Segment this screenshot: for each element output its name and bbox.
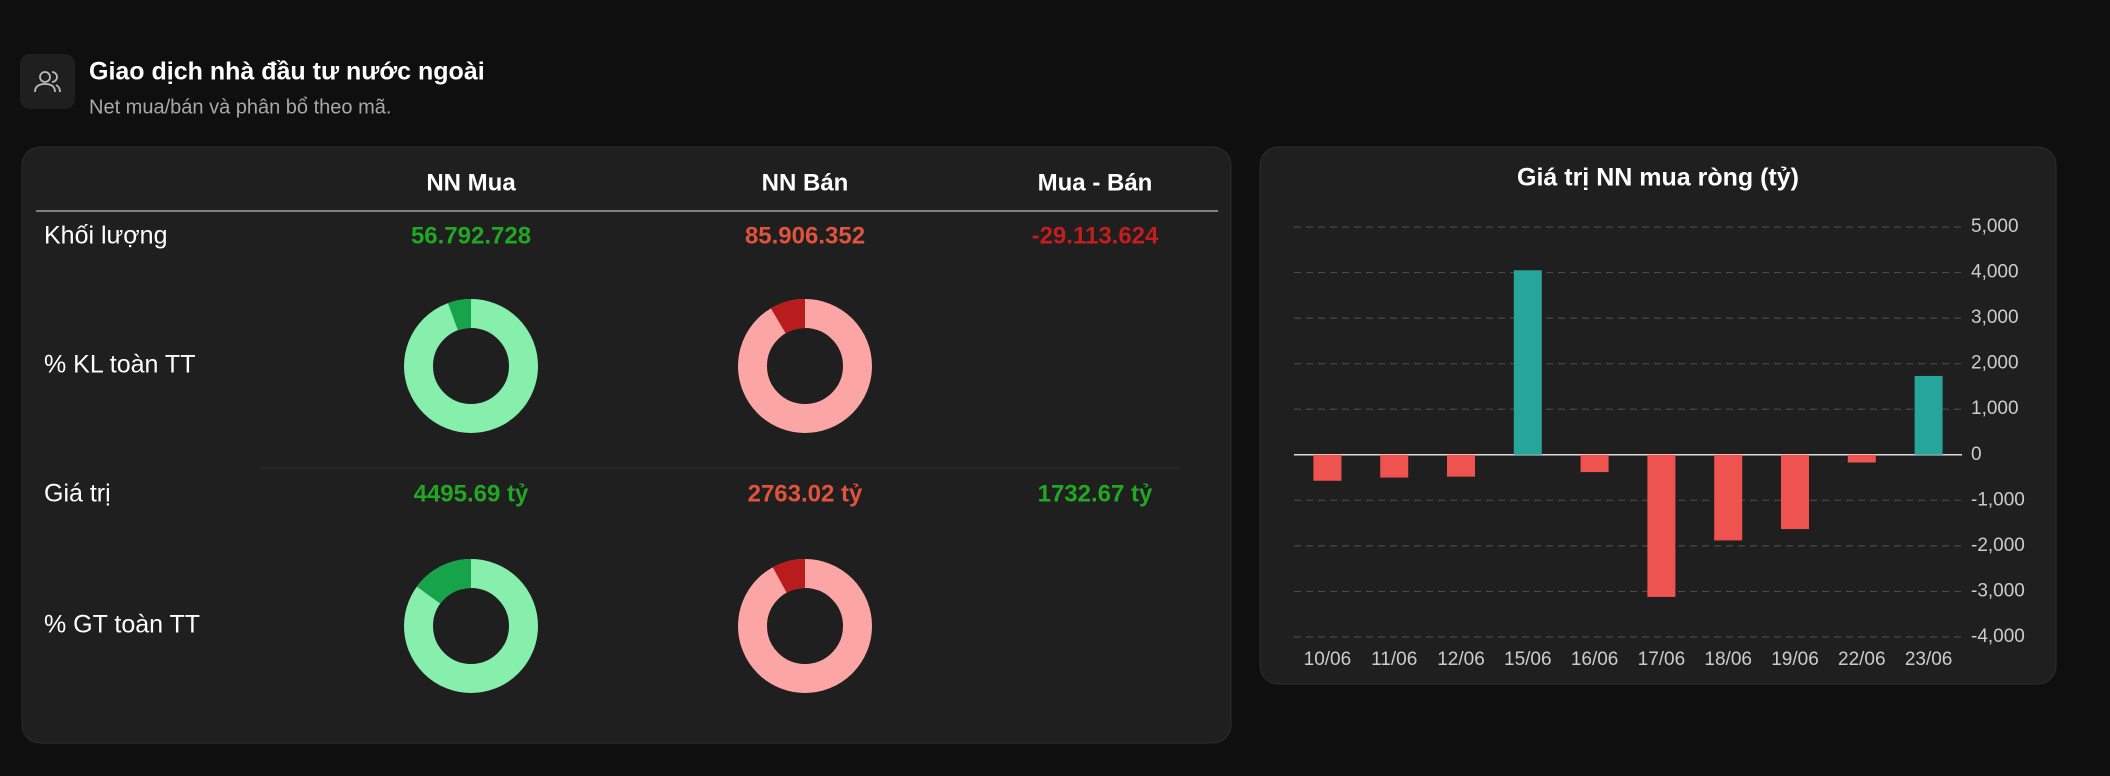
y-tick-label: 0	[1971, 444, 1982, 465]
x-tick-label: 15/06	[1504, 649, 1552, 670]
cell-value: 85.906.352	[745, 222, 865, 249]
y-tick-label: 2,000	[1971, 353, 2019, 374]
table-card	[21, 146, 1232, 744]
cell-value: 56.792.728	[411, 222, 531, 249]
header-subtitle: Net mua/bán và phân bổ theo mã.	[89, 96, 391, 118]
row-label: % KL toàn TT	[44, 351, 195, 379]
y-tick-label: -4,000	[1971, 626, 2025, 647]
y-tick-label: 5,000	[1971, 216, 2019, 237]
x-tick-label: 11/06	[1371, 649, 1417, 670]
donut-slice	[447, 299, 472, 331]
bar	[1580, 454, 1609, 473]
y-tick-label: 4,000	[1971, 262, 2019, 283]
cell-value: -29.113.624	[1032, 222, 1159, 249]
x-tick-label: 17/06	[1638, 649, 1686, 670]
header-title: Giao dịch nhà đầu tư nước ngoài	[89, 58, 485, 86]
row-label: Khối lượng	[44, 222, 167, 250]
donut-slice	[416, 559, 472, 605]
column-header: NN Bán	[762, 169, 849, 196]
y-tick-label: 1,000	[1971, 398, 2019, 419]
y-tick-label: 3,000	[1971, 307, 2019, 328]
x-tick-label: 18/06	[1704, 649, 1752, 670]
cell-value: 2763.02 tỷ	[748, 480, 863, 507]
bar	[1781, 454, 1809, 530]
chart-title: Giá trị NN mua ròng (tỷ)	[1517, 164, 1799, 192]
bar	[1513, 270, 1542, 455]
x-tick-label: 19/06	[1771, 649, 1819, 670]
y-tick-label: -3,000	[1971, 580, 2025, 601]
bar	[1447, 454, 1475, 477]
bar	[1380, 454, 1409, 478]
y-tick-label: -1,000	[1971, 489, 2025, 510]
x-tick-label: 12/06	[1437, 649, 1485, 670]
x-tick-label: 16/06	[1571, 649, 1619, 670]
x-tick-label: 10/06	[1304, 649, 1352, 670]
bar	[1847, 454, 1876, 463]
row-label: Giá trị	[44, 480, 111, 508]
row-label: % GT toàn TT	[44, 611, 200, 639]
bar	[1914, 375, 1943, 455]
column-header: Mua - Bán	[1038, 169, 1153, 196]
chart-card	[1259, 146, 2057, 685]
y-tick-label: -2,000	[1971, 535, 2025, 556]
cell-value: 1732.67 tỷ	[1038, 480, 1153, 507]
bar	[1647, 454, 1676, 597]
users-icon	[34, 71, 61, 93]
x-tick-label: 23/06	[1905, 649, 1953, 670]
cell-value: 4495.69 tỷ	[414, 480, 529, 507]
x-tick-label: 22/06	[1838, 649, 1886, 670]
donut-slice	[772, 559, 806, 594]
donut-slice	[770, 299, 806, 334]
column-header: NN Mua	[426, 169, 516, 196]
bar	[1714, 454, 1743, 541]
bar	[1313, 454, 1342, 481]
